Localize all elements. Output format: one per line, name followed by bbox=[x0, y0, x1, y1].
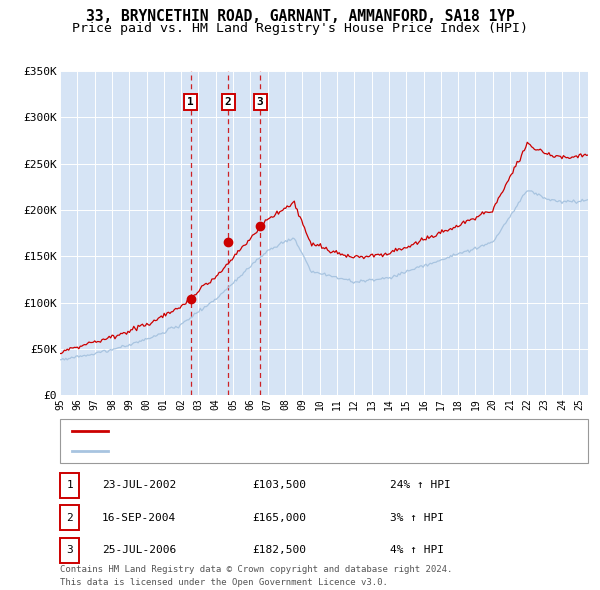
Text: 4% ↑ HPI: 4% ↑ HPI bbox=[390, 545, 444, 555]
Text: £182,500: £182,500 bbox=[252, 545, 306, 555]
Text: 1: 1 bbox=[66, 480, 73, 490]
Text: HPI: Average price, detached house, Carmarthenshire: HPI: Average price, detached house, Carm… bbox=[114, 446, 420, 455]
Text: £165,000: £165,000 bbox=[252, 513, 306, 523]
Text: 3: 3 bbox=[257, 97, 263, 107]
Text: 3: 3 bbox=[66, 545, 73, 555]
Text: 3% ↑ HPI: 3% ↑ HPI bbox=[390, 513, 444, 523]
Text: 1: 1 bbox=[187, 97, 194, 107]
Text: 33, BRYNCETHIN ROAD, GARNANT, AMMANFORD, SA18 1YP: 33, BRYNCETHIN ROAD, GARNANT, AMMANFORD,… bbox=[86, 9, 514, 24]
Text: Contains HM Land Registry data © Crown copyright and database right 2024.: Contains HM Land Registry data © Crown c… bbox=[60, 565, 452, 574]
Text: 16-SEP-2004: 16-SEP-2004 bbox=[102, 513, 176, 523]
Text: 2: 2 bbox=[225, 97, 232, 107]
Text: £103,500: £103,500 bbox=[252, 480, 306, 490]
Text: This data is licensed under the Open Government Licence v3.0.: This data is licensed under the Open Gov… bbox=[60, 578, 388, 587]
Text: Price paid vs. HM Land Registry's House Price Index (HPI): Price paid vs. HM Land Registry's House … bbox=[72, 22, 528, 35]
Text: 23-JUL-2002: 23-JUL-2002 bbox=[102, 480, 176, 490]
Text: 25-JUL-2006: 25-JUL-2006 bbox=[102, 545, 176, 555]
Text: 2: 2 bbox=[66, 513, 73, 523]
Text: 24% ↑ HPI: 24% ↑ HPI bbox=[390, 480, 451, 490]
Text: 33, BRYNCETHIN ROAD, GARNANT, AMMANFORD, SA18 1YP (detached house): 33, BRYNCETHIN ROAD, GARNANT, AMMANFORD,… bbox=[114, 427, 510, 436]
